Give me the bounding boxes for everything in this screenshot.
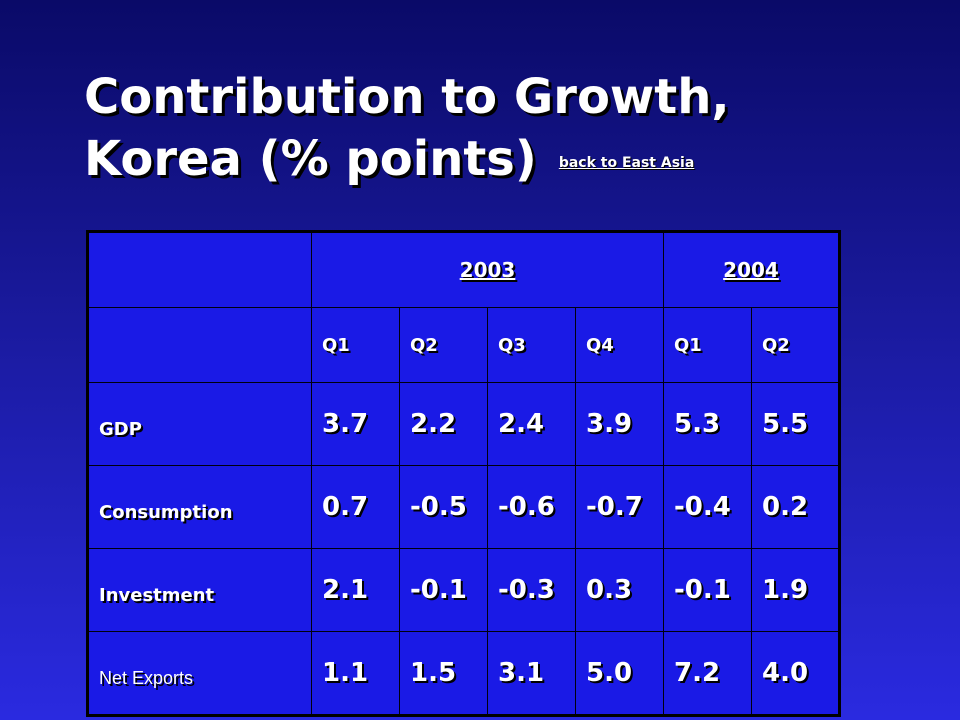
value-cell: -0.7 — [575, 465, 664, 549]
value-cell: 1.5 — [399, 631, 488, 716]
value-cell: -0.1 — [663, 548, 752, 632]
value-cell: 2.2 — [399, 382, 488, 466]
corner-cell — [87, 231, 312, 308]
table-row-net-exports: Net Exports 1.1 1.5 3.1 5.0 7.2 4.0 — [87, 631, 840, 716]
growth-table: 2003 2004 Q1 Q2 Q3 Q4 Q1 Q2 GDP 3.7 2.2 … — [86, 230, 841, 717]
year-2003-header: 2003 — [311, 231, 664, 308]
quarter-header: Q4 — [575, 307, 664, 383]
value-cell: 3.7 — [311, 382, 400, 466]
quarter-header: Q3 — [487, 307, 576, 383]
slide-title: Contribution to Growth, Korea (% points)… — [84, 66, 730, 202]
value-cell: 3.9 — [575, 382, 664, 466]
value-cell: 5.0 — [575, 631, 664, 716]
quarter-header-row: Q1 Q2 Q3 Q4 Q1 Q2 — [87, 307, 840, 383]
value-cell: 2.4 — [487, 382, 576, 466]
title-line-2: Korea (% points) — [84, 131, 537, 187]
value-cell: 4.0 — [751, 631, 840, 716]
row-label: Net Exports — [87, 631, 312, 716]
value-cell: 1.1 — [311, 631, 400, 716]
value-cell: -0.3 — [487, 548, 576, 632]
title-line-1: Contribution to Growth, — [84, 69, 730, 125]
year-2004-header: 2004 — [663, 231, 840, 308]
value-cell: -0.6 — [487, 465, 576, 549]
value-cell: 0.3 — [575, 548, 664, 632]
value-cell: 2.1 — [311, 548, 400, 632]
table-row-gdp: GDP 3.7 2.2 2.4 3.9 5.3 5.5 — [87, 382, 840, 466]
value-cell: 7.2 — [663, 631, 752, 716]
value-cell: 0.7 — [311, 465, 400, 549]
value-cell: -0.5 — [399, 465, 488, 549]
value-cell: 5.5 — [751, 382, 840, 466]
quarter-header: Q1 — [311, 307, 400, 383]
table-row-investment: Investment 2.1 -0.1 -0.3 0.3 -0.1 1.9 — [87, 548, 840, 632]
value-cell: 5.3 — [663, 382, 752, 466]
row-label: GDP — [87, 382, 312, 466]
value-cell: 0.2 — [751, 465, 840, 549]
quarter-header: Q2 — [399, 307, 488, 383]
quarter-header: Q1 — [663, 307, 752, 383]
quarter-header: Q2 — [751, 307, 840, 383]
value-cell: 3.1 — [487, 631, 576, 716]
value-cell: 1.9 — [751, 548, 840, 632]
corner-cell — [87, 307, 312, 383]
table-row-consumption: Consumption 0.7 -0.5 -0.6 -0.7 -0.4 0.2 — [87, 465, 840, 549]
back-to-east-asia-link[interactable]: back to East Asia — [558, 155, 695, 171]
value-cell: -0.1 — [399, 548, 488, 632]
value-cell: -0.4 — [663, 465, 752, 549]
row-label: Consumption — [87, 465, 312, 549]
row-label: Investment — [87, 548, 312, 632]
year-header-row: 2003 2004 — [87, 231, 840, 308]
